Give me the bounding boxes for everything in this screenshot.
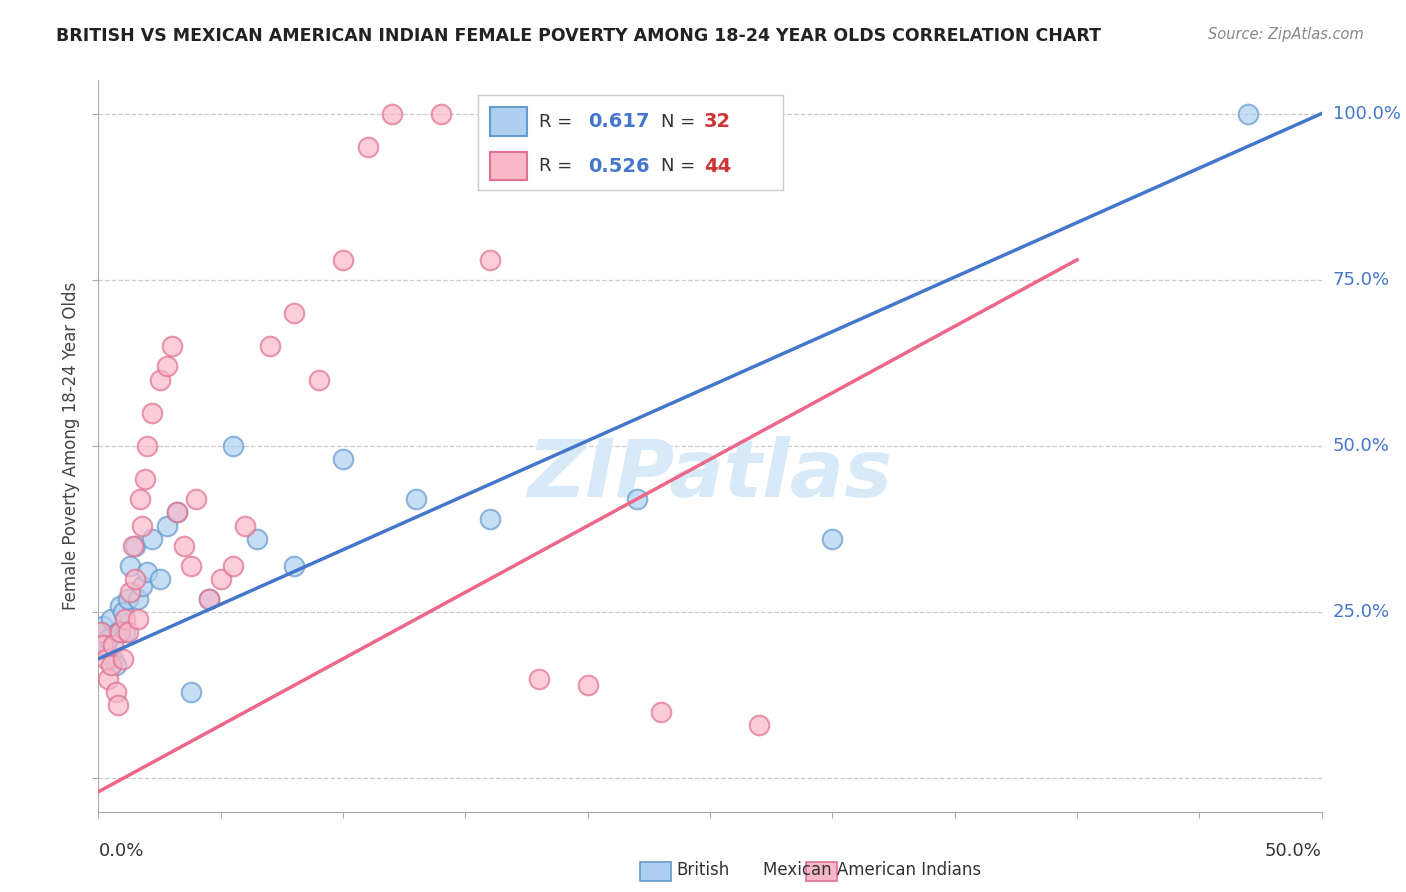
- Point: [156, 359, 179, 374]
- Point: [97, 672, 120, 686]
- Point: [430, 106, 453, 120]
- Text: Source: ZipAtlas.com: Source: ZipAtlas.com: [1208, 27, 1364, 42]
- Point: [626, 492, 648, 507]
- Point: [197, 591, 219, 606]
- Point: [94, 652, 117, 666]
- Point: [180, 558, 202, 573]
- Point: [650, 705, 672, 719]
- Text: BRITISH VS MEXICAN AMERICAN INDIAN FEMALE POVERTY AMONG 18-24 YEAR OLDS CORRELAT: BRITISH VS MEXICAN AMERICAN INDIAN FEMAL…: [56, 27, 1101, 45]
- Point: [222, 558, 245, 573]
- Point: [110, 599, 132, 613]
- Point: [111, 605, 134, 619]
- Point: [117, 625, 139, 640]
- Point: [160, 339, 183, 353]
- Point: [748, 718, 770, 732]
- Point: [283, 558, 305, 573]
- Point: [156, 518, 179, 533]
- Point: [308, 372, 330, 386]
- Text: ZIPatlas: ZIPatlas: [527, 436, 893, 515]
- Point: [149, 572, 172, 586]
- Point: [110, 625, 132, 640]
- Point: [259, 339, 281, 353]
- Point: [332, 252, 354, 267]
- Point: [101, 652, 124, 666]
- Text: 50.0%: 50.0%: [1333, 437, 1389, 455]
- Point: [527, 672, 550, 686]
- Text: British: British: [676, 861, 730, 879]
- Point: [173, 539, 195, 553]
- Point: [121, 539, 143, 553]
- Point: [131, 518, 153, 533]
- Point: [124, 539, 146, 553]
- Point: [478, 512, 501, 526]
- Text: 25.0%: 25.0%: [1333, 603, 1391, 621]
- Point: [166, 506, 188, 520]
- Point: [127, 591, 149, 606]
- Point: [180, 685, 202, 699]
- Point: [117, 591, 139, 606]
- Point: [94, 639, 117, 653]
- Point: [131, 579, 153, 593]
- Point: [90, 625, 112, 640]
- Point: [136, 566, 159, 580]
- Point: [166, 506, 188, 520]
- Point: [127, 612, 149, 626]
- Point: [1237, 106, 1260, 120]
- Text: 50.0%: 50.0%: [1265, 842, 1322, 860]
- Point: [91, 639, 114, 653]
- Point: [107, 625, 129, 640]
- Point: [246, 532, 269, 546]
- Text: 0.0%: 0.0%: [98, 842, 143, 860]
- Point: [134, 472, 156, 486]
- Point: [104, 685, 127, 699]
- Point: [120, 558, 142, 573]
- Point: [141, 532, 163, 546]
- Point: [381, 106, 404, 120]
- Text: 75.0%: 75.0%: [1333, 271, 1391, 289]
- Point: [114, 625, 136, 640]
- Point: [141, 406, 163, 420]
- Point: [356, 140, 378, 154]
- Point: [100, 658, 122, 673]
- Point: [124, 572, 146, 586]
- Point: [478, 252, 501, 267]
- Point: [197, 591, 219, 606]
- Point: [576, 678, 599, 692]
- Y-axis label: Female Poverty Among 18-24 Year Olds: Female Poverty Among 18-24 Year Olds: [62, 282, 80, 610]
- Point: [332, 452, 354, 467]
- Point: [209, 572, 232, 586]
- Point: [136, 439, 159, 453]
- Point: [149, 372, 172, 386]
- Text: 100.0%: 100.0%: [1333, 104, 1400, 122]
- Point: [107, 698, 129, 713]
- Point: [90, 625, 112, 640]
- Point: [283, 306, 305, 320]
- Point: [821, 532, 844, 546]
- Point: [114, 612, 136, 626]
- Point: [222, 439, 245, 453]
- Point: [111, 652, 134, 666]
- Point: [100, 612, 122, 626]
- Point: [104, 658, 127, 673]
- Point: [233, 518, 256, 533]
- Point: [97, 632, 120, 646]
- Point: [405, 492, 427, 507]
- Point: [186, 492, 208, 507]
- Point: [129, 492, 152, 507]
- Point: [91, 618, 114, 632]
- Text: Mexican American Indians: Mexican American Indians: [762, 861, 981, 879]
- Point: [101, 639, 124, 653]
- Point: [120, 585, 142, 599]
